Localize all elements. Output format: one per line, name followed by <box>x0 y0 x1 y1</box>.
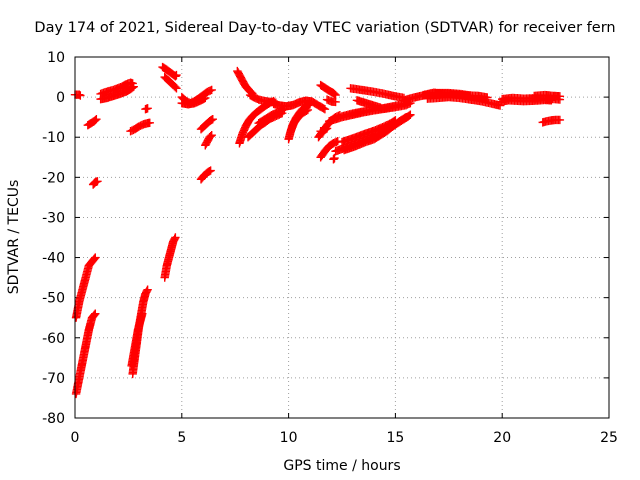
data-point <box>90 254 99 263</box>
data-point <box>75 90 84 99</box>
data-point <box>555 115 565 125</box>
y-tick-label: -80 <box>42 411 65 427</box>
chart-title: Day 174 of 2021, Sidereal Day-to-day VTE… <box>34 20 615 36</box>
data-point <box>128 83 137 92</box>
data-point <box>172 70 181 80</box>
data-point <box>320 104 330 114</box>
y-tick-label: -50 <box>42 291 65 307</box>
data-point <box>390 116 399 126</box>
y-tick-label: -70 <box>42 371 65 387</box>
y-tick-label: -40 <box>42 251 65 267</box>
x-tick-label: 25 <box>600 430 618 446</box>
y-tick-label: -60 <box>42 331 65 347</box>
data-point <box>322 124 332 133</box>
data-point <box>92 114 101 124</box>
data-points <box>70 62 565 399</box>
data-point <box>330 89 339 99</box>
data-point <box>400 113 409 123</box>
data-point <box>391 116 400 125</box>
data-point <box>171 233 180 242</box>
data-point <box>145 118 154 127</box>
data-point <box>405 111 414 120</box>
data-point <box>129 82 138 91</box>
data-point <box>376 103 385 112</box>
data-point <box>207 131 216 140</box>
data-point <box>207 85 216 95</box>
data-point <box>142 286 152 296</box>
x-tick-label: 15 <box>386 430 404 446</box>
data-point <box>170 234 179 244</box>
x-axis-label: GPS time / hours <box>283 458 400 474</box>
data-point <box>319 104 328 113</box>
data-point <box>330 153 339 163</box>
data-point <box>93 177 102 186</box>
data-point <box>76 91 85 100</box>
data-point <box>406 110 415 119</box>
data-point <box>555 92 565 101</box>
y-axis-label: SDTVAR / TECUs <box>6 180 22 295</box>
tick-labels: 0 5 10 15 20 25 -80 -70 -60 -50 -40 -30 -20 -10 0 10 <box>42 50 618 446</box>
y-tick-label: 0 <box>56 90 65 106</box>
data-point <box>331 97 340 107</box>
data-point <box>91 115 100 125</box>
data-point <box>206 132 215 141</box>
data-point <box>138 309 147 318</box>
data-point <box>143 285 152 294</box>
data-point <box>90 310 99 319</box>
data-point <box>401 112 411 122</box>
x-tick-label: 0 <box>71 430 80 446</box>
plot-frame <box>74 56 610 419</box>
data-point <box>321 124 331 134</box>
x-tick-label: 10 <box>280 430 298 446</box>
data-point <box>91 253 100 262</box>
y-tick-label: -10 <box>42 130 65 146</box>
data-point <box>305 100 315 109</box>
y-tick-label: -20 <box>42 170 65 186</box>
data-point <box>201 93 210 103</box>
y-tick-label: -30 <box>42 210 65 226</box>
x-tick-label: 5 <box>177 430 186 446</box>
data-point <box>208 114 217 124</box>
data-point <box>91 309 100 318</box>
data-point <box>303 105 313 115</box>
data-point <box>171 83 180 92</box>
data-point <box>547 96 556 105</box>
data-point <box>143 104 152 113</box>
data-point <box>172 84 181 93</box>
x-tick-label: 20 <box>493 430 511 446</box>
data-point <box>331 90 340 100</box>
y-tick-label: 10 <box>47 50 65 66</box>
data-point <box>483 93 492 102</box>
data-point <box>302 106 311 115</box>
data-point <box>206 166 215 175</box>
